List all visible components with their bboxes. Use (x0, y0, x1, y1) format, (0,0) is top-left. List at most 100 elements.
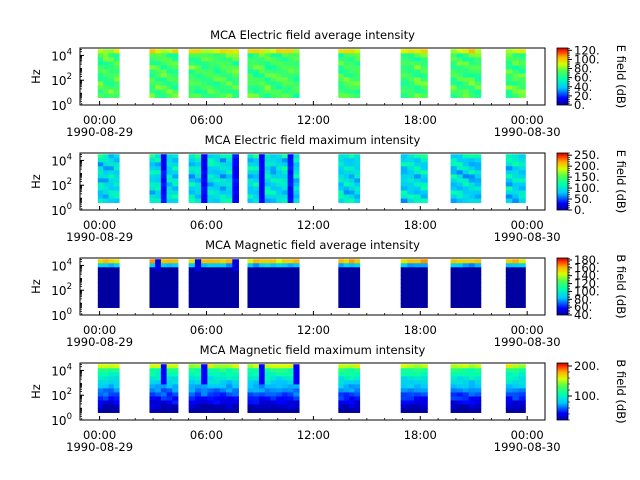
spectrogram-cell (349, 85, 355, 90)
spectrogram-cell (194, 404, 202, 409)
spectrogram-cell (188, 77, 196, 82)
spectrogram-cell (219, 182, 227, 187)
y-tick-label: 102 (51, 387, 72, 403)
spectrogram-cell (407, 392, 415, 397)
spectrogram-cell (505, 259, 513, 264)
spectrogram-cell (420, 303, 428, 308)
spectrogram-cell (456, 303, 464, 308)
spectrogram-cell (407, 267, 415, 272)
spectrogram-cell (354, 73, 361, 78)
spectrogram-cell (414, 174, 422, 179)
colorbar-tick-label: 200. (574, 159, 600, 173)
spectrogram-cell (108, 162, 115, 167)
spectrogram-cell (276, 186, 283, 191)
spectrogram-cell (108, 89, 115, 94)
spectrogram-cell (343, 198, 350, 203)
spectrogram-cell (420, 295, 428, 300)
spectrogram-cell (149, 57, 156, 62)
spectrogram-cell (420, 267, 428, 272)
spectrogram-cell (258, 259, 266, 264)
spectrogram-cell (194, 267, 202, 272)
spectrogram-cell (287, 190, 294, 195)
spectrogram-cell (354, 275, 361, 280)
spectrogram-cell (349, 287, 355, 292)
spectrogram-cell (201, 303, 208, 308)
spectrogram-cell (505, 190, 513, 195)
spectrogram-cell (207, 93, 215, 98)
spectrogram-cell (226, 400, 233, 405)
spectrogram-cell (287, 259, 294, 264)
spectrogram-cell (270, 194, 277, 199)
spectrogram-cell (258, 166, 266, 171)
spectrogram-cell (97, 263, 104, 268)
spectrogram-cell (160, 93, 167, 98)
spectrogram-cell (213, 154, 221, 159)
spectrogram-cell (264, 49, 271, 54)
spectrogram-cell (188, 279, 196, 284)
spectrogram-cell (281, 404, 289, 409)
spectrogram-cell (172, 166, 179, 171)
spectrogram-cell (149, 170, 156, 175)
spectrogram-cell (505, 57, 513, 62)
spectrogram-cell (155, 198, 162, 203)
spectrogram-cell (166, 162, 173, 167)
spectrogram-cell (474, 194, 482, 199)
spectrogram-cell (97, 158, 104, 163)
spectrogram-cell (258, 154, 266, 159)
spectrogram-cell (149, 291, 156, 296)
spectrogram-cell (194, 170, 202, 175)
spectrogram-cell (108, 267, 115, 272)
spectrogram-cell (450, 61, 458, 66)
spectrogram-cell (188, 400, 196, 405)
spectrogram-cell (232, 396, 239, 401)
spectrogram-cell (505, 174, 513, 179)
spectrogram-cell (456, 166, 464, 171)
spectrogram-cell (349, 69, 355, 74)
spectrogram-cell (338, 194, 345, 199)
spectrogram-cell (232, 287, 239, 292)
spectrogram-cell (343, 275, 350, 280)
spectrogram-cell (149, 93, 156, 98)
spectrogram-cell (505, 404, 513, 409)
spectrogram-cell (247, 404, 254, 409)
spectrogram-cell (293, 190, 300, 195)
spectrogram-cell (512, 81, 520, 86)
spectrogram-cell (213, 166, 221, 171)
spectrogram-cell (103, 303, 109, 308)
spectrogram-cell (219, 388, 227, 393)
spectrogram-cell (201, 170, 208, 175)
spectrogram-cell (226, 154, 233, 159)
spectrogram-cell (343, 158, 350, 163)
spectrogram-cell (247, 190, 254, 195)
spectrogram-cell (149, 267, 156, 272)
spectrogram-cell (194, 65, 202, 70)
spectrogram-cell (201, 158, 208, 163)
spectrogram-cell (219, 194, 227, 199)
spectrogram-cell (247, 73, 254, 78)
x-date-end: 1990-08-30 (494, 335, 561, 349)
spectrogram-cell (512, 400, 520, 405)
spectrogram-cell (407, 198, 415, 203)
data-block (149, 259, 179, 308)
spectrogram-cell (149, 275, 156, 280)
spectrogram-cell (462, 283, 470, 288)
spectrogram-cell (270, 85, 277, 90)
spectrogram-cell (97, 65, 104, 70)
spectrogram-cell (468, 291, 476, 296)
y-tick-label: 102 (51, 177, 72, 193)
spectrogram-cell (155, 271, 162, 276)
spectrogram-cell (103, 89, 109, 94)
spectrogram-cell (512, 392, 520, 397)
spectrogram-cell (468, 283, 476, 288)
spectrogram-cell (232, 388, 239, 393)
spectrogram-cell (149, 178, 156, 183)
spectrogram-cell (270, 267, 277, 272)
spectrogram-cell (450, 49, 458, 54)
spectrogram-cell (207, 57, 215, 62)
spectrogram-cell (258, 178, 266, 183)
spectrogram-cell (219, 295, 227, 300)
data-block (450, 259, 482, 308)
spectrogram-cell (188, 178, 196, 183)
spectrogram-cell (108, 53, 115, 58)
spectrogram-cell (474, 392, 482, 397)
